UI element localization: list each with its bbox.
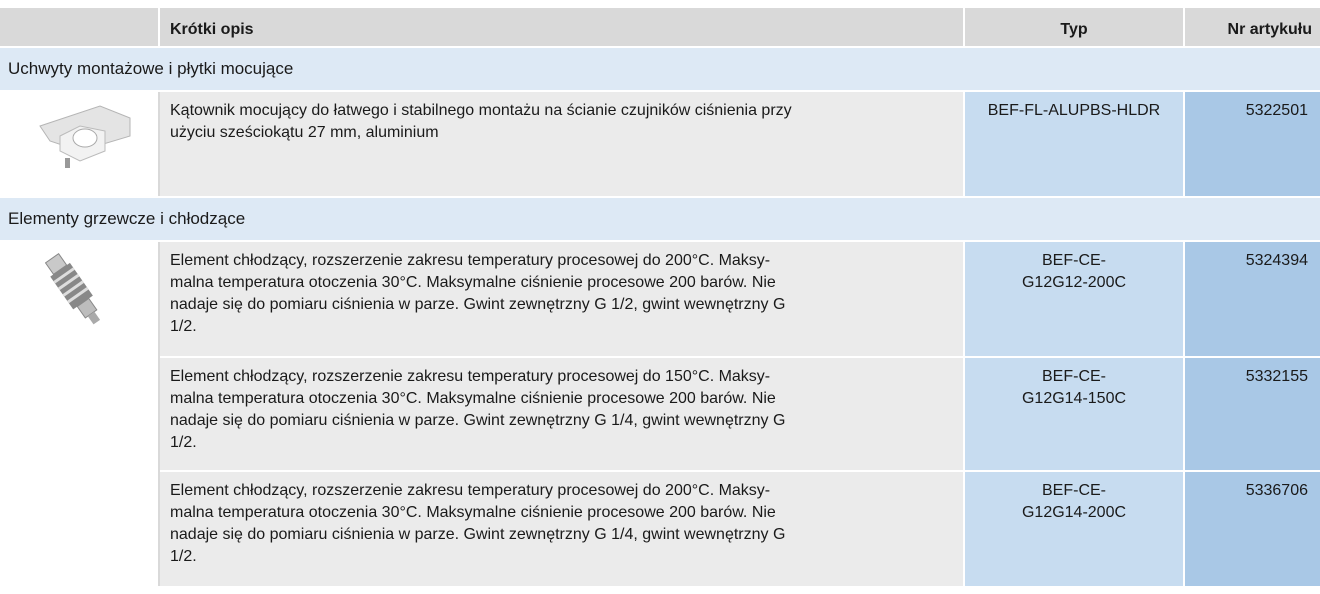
article-cell: 5332155 [1185, 358, 1320, 470]
description-cell: Kątownik mocujący do łatwego i stabilneg… [160, 92, 963, 196]
description-line: Element chłodzący, rozszerzenie zakresu … [170, 366, 953, 388]
image-cell [0, 92, 160, 196]
description-line: Element chłodzący, rozszerzenie zakresu … [170, 250, 953, 272]
description-line: 1/2. [170, 316, 953, 338]
article-cell: 5322501 [1185, 92, 1320, 196]
header-cell: Typ [965, 8, 1183, 46]
header-cell: Krótki opis [160, 8, 963, 46]
section-header: Uchwyty montażowe i płytki mocujące [0, 48, 1320, 90]
page: {"table": { "header": ["Krótki opis", "T… [0, 0, 1320, 594]
description-line: 1/2. [170, 432, 953, 454]
header-text: Typ [965, 19, 1183, 41]
header-text: Krótki opis [170, 19, 963, 41]
type-line: BEF-CE- [971, 480, 1177, 502]
article-number: 5324394 [1197, 250, 1308, 272]
description-cell: Element chłodzący, rozszerzenie zakresu … [160, 242, 963, 356]
type-cell: BEF-CE-G12G14-150C [965, 358, 1183, 470]
description-line: użyciu sześciokątu 27 mm, aluminium [170, 122, 953, 144]
article-number: 5322501 [1197, 100, 1308, 122]
description-line: malna temperatura otoczenia 30°C. Maksym… [170, 388, 953, 410]
header-cell: Nr artykułu [1185, 8, 1320, 46]
description-line: 1/2. [170, 546, 953, 568]
type-line: G12G12-200C [971, 272, 1177, 294]
type-line: G12G14-200C [971, 502, 1177, 524]
description-line: nadaje się do pomiaru ciśnienia w parze.… [170, 524, 953, 546]
type-line: BEF-CE- [971, 250, 1177, 272]
description-line: Element chłodzący, rozszerzenie zakresu … [170, 480, 953, 502]
description-cell: Element chłodzący, rozszerzenie zakresu … [160, 358, 963, 470]
description-cell: Element chłodzący, rozszerzenie zakresu … [160, 472, 963, 586]
image-cell [0, 242, 160, 586]
article-cell: 5336706 [1185, 472, 1320, 586]
description-line: nadaje się do pomiaru ciśnienia w parze.… [170, 294, 953, 316]
section-title: Elementy grzewcze i chłodzące [8, 208, 1320, 230]
article-number: 5336706 [1197, 480, 1308, 502]
header-blank [0, 8, 158, 46]
type-cell: BEF-FL-ALUPBS-HLDR [965, 92, 1183, 196]
article-number: 5332155 [1197, 366, 1308, 388]
article-cell: 5324394 [1185, 242, 1320, 356]
description-line: malna temperatura otoczenia 30°C. Maksym… [170, 502, 953, 524]
type-cell: BEF-CE-G12G12-200C [965, 242, 1183, 356]
section-title: Uchwyty montażowe i płytki mocujące [8, 58, 1320, 80]
cooler-image [45, 246, 105, 336]
type-line: BEF-FL-ALUPBS-HLDR [971, 100, 1177, 122]
section-header: Elementy grzewcze i chłodzące [0, 198, 1320, 240]
type-line: G12G14-150C [971, 388, 1177, 410]
description-line: malna temperatura otoczenia 30°C. Maksym… [170, 272, 953, 294]
type-cell: BEF-CE-G12G14-200C [965, 472, 1183, 586]
type-line: BEF-CE- [971, 366, 1177, 388]
bracket-image [20, 96, 140, 176]
description-line: nadaje się do pomiaru ciśnienia w parze.… [170, 410, 953, 432]
description-line: Kątownik mocujący do łatwego i stabilneg… [170, 100, 953, 122]
header-text: Nr artykułu [1185, 19, 1312, 41]
